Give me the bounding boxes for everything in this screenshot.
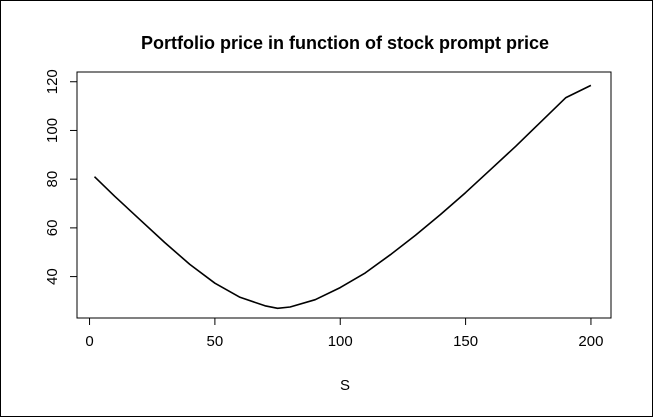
y-tick-label: 60 — [44, 220, 61, 237]
x-tick-label: 50 — [207, 333, 224, 350]
x-axis: 0 50 100 150 200 — [85, 317, 603, 350]
chart-title: Portfolio price in function of stock pro… — [141, 33, 549, 53]
plot-area-box — [76, 71, 612, 319]
x-tick-label: 0 — [85, 333, 93, 350]
y-tick-label: 40 — [44, 268, 61, 285]
y-tick-label: 120 — [44, 69, 61, 94]
y-tick-label: 80 — [44, 171, 61, 188]
x-tick-label: 150 — [453, 333, 478, 350]
x-tick-label: 100 — [328, 333, 353, 350]
x-tick-label: 200 — [578, 333, 603, 350]
series-line-0 — [93, 84, 592, 310]
series-layer — [93, 84, 592, 310]
y-axis: 40 60 80 100 120 — [44, 69, 78, 285]
y-tick-label: 100 — [44, 118, 61, 143]
x-axis-label: S — [340, 377, 350, 394]
